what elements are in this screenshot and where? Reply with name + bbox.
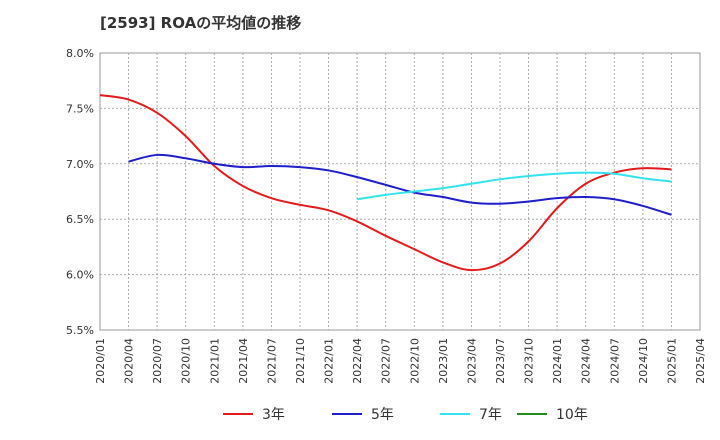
y-tick-label: 6.0% bbox=[66, 269, 94, 282]
x-tick-label: 2021/07 bbox=[265, 338, 278, 384]
y-tick-label: 7.5% bbox=[66, 102, 94, 115]
x-tick-label: 2025/04 bbox=[694, 338, 707, 384]
x-tick-label: 2024/04 bbox=[580, 338, 593, 384]
x-tick-label: 2021/10 bbox=[294, 338, 307, 384]
x-tick-label: 2022/07 bbox=[380, 338, 393, 384]
series-line bbox=[99, 94, 672, 272]
x-tick-label: 2023/04 bbox=[465, 338, 478, 384]
x-axis-ticks: 2020/01 2020/04 2020/07 2020/10 2021/01 2021/… bbox=[94, 338, 707, 384]
y-axis-ticks: 8.0% 7.5% 7.0% 6.5% 6.0% 5.5% bbox=[66, 47, 94, 337]
y-tick-label: 8.0% bbox=[66, 47, 94, 60]
series-line bbox=[356, 171, 672, 201]
x-tick-label: 2021/04 bbox=[237, 338, 250, 384]
series-line bbox=[128, 153, 672, 216]
x-tick-label: 2022/04 bbox=[351, 338, 364, 384]
x-tick-label: 2020/04 bbox=[123, 338, 136, 384]
x-tick-label: 2025/01 bbox=[665, 338, 678, 384]
legend-label: 7年 bbox=[479, 407, 502, 423]
x-tick-label: 2020/07 bbox=[151, 338, 164, 384]
series-layer bbox=[99, 94, 672, 272]
y-tick-label: 6.5% bbox=[66, 213, 94, 226]
x-tick-label: 2024/10 bbox=[637, 338, 650, 384]
legend-label: 5年 bbox=[371, 407, 394, 423]
x-tick-label: 2024/07 bbox=[608, 338, 621, 384]
y-tick-label: 5.5% bbox=[66, 324, 94, 337]
x-tick-label: 2022/01 bbox=[323, 338, 336, 384]
x-tick-label: 2020/10 bbox=[180, 338, 193, 384]
x-tick-label: 2023/07 bbox=[494, 338, 507, 384]
y-tick-label: 7.0% bbox=[66, 158, 94, 171]
x-tick-label: 2023/10 bbox=[523, 338, 536, 384]
plot-area-border bbox=[99, 52, 701, 331]
x-tick-label: 2024/01 bbox=[551, 338, 564, 384]
x-tick-label: 2021/01 bbox=[208, 338, 221, 384]
legend-label: 10年 bbox=[556, 407, 588, 423]
x-tick-label: 2020/01 bbox=[94, 338, 107, 384]
chart-title: [2593] ROAの平均値の推移 bbox=[100, 14, 302, 32]
legend-label: 3年 bbox=[262, 407, 285, 423]
x-tick-label: 2022/10 bbox=[408, 338, 421, 384]
x-tick-label: 2023/01 bbox=[437, 338, 450, 384]
grid-layer bbox=[100, 53, 700, 330]
legend: 3年 5年 7年 10年 bbox=[223, 407, 588, 423]
